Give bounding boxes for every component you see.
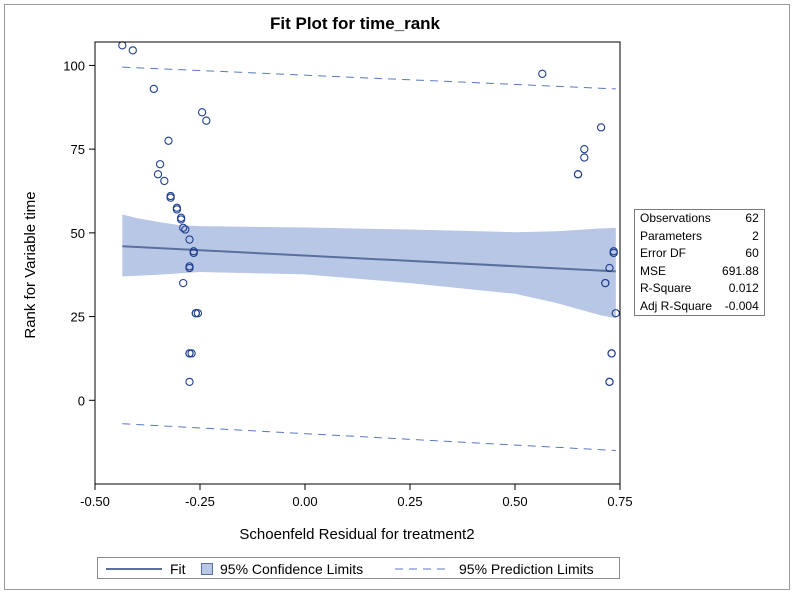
data-point: [176, 215, 186, 224]
data-point: [605, 377, 614, 387]
data-point: [607, 349, 616, 358]
stat-value: 2: [752, 228, 759, 243]
data-point: [185, 377, 194, 387]
data-point: [160, 176, 169, 186]
data-point: [202, 116, 211, 125]
chart-title: Fit Plot for time_rank: [269, 14, 441, 33]
data-point: [609, 248, 618, 258]
y-axis: 0 25 50 75 100: [63, 58, 95, 408]
data-point: [118, 41, 127, 50]
stat-row: Observations 62: [635, 210, 765, 228]
axes-frame: [94, 41, 621, 485]
stat-label: Parameters: [640, 228, 703, 243]
data-point: [185, 263, 194, 273]
data-point: [166, 191, 175, 201]
data-point: [166, 193, 175, 202]
confidence-swatch: [201, 563, 213, 575]
stat-label: Error DF: [640, 246, 686, 260]
x-tick-label: -0.25: [185, 494, 215, 509]
stat-label: Adj R-Square: [640, 298, 713, 313]
data-point: [149, 84, 158, 94]
x-tick-label: -0.50: [80, 494, 110, 509]
data-point: [153, 170, 163, 179]
data-point: [580, 145, 589, 154]
y-tick-label: 75: [71, 142, 85, 157]
data-point: [181, 225, 190, 234]
stat-row: Error DF 60: [635, 245, 765, 263]
stat-label: R-Square: [640, 281, 692, 295]
stat-row: Adj R-Square -0.004: [635, 298, 765, 316]
fit-line: [122, 245, 616, 273]
legend-prediction-label: 95% Prediction Limits: [459, 561, 594, 577]
x-axis: -0.50 -0.25 0.00 0.25 0.50 0.75: [80, 484, 633, 509]
data-point: [176, 213, 186, 222]
prediction-upper-line: [122, 66, 616, 90]
stat-label: Observations: [640, 211, 711, 225]
x-tick-label: 0.00: [292, 494, 317, 509]
stat-row: MSE 691.88: [635, 263, 765, 281]
fit-line-swatch: [106, 568, 162, 570]
data-point: [179, 223, 188, 232]
confidence-band: [122, 214, 616, 319]
x-tick-label: 0.75: [607, 494, 632, 509]
stat-value: 0.012: [728, 281, 759, 295]
x-tick-label: 0.50: [502, 494, 527, 509]
x-tick-label: 0.25: [397, 494, 422, 509]
data-point: [197, 108, 207, 117]
stat-row: R-Square 0.012: [635, 280, 765, 298]
data-point: [187, 349, 196, 358]
data-point: [191, 309, 200, 318]
data-point: [164, 136, 173, 145]
y-tick-label: 0: [78, 393, 85, 408]
stat-value: 691.88: [722, 263, 759, 278]
fit-statistics-table: Observations 62 Parameters 2 Error DF 60 MSE 69…: [634, 209, 765, 316]
prediction-line-swatch: [395, 568, 451, 570]
legend-confidence-label: 95% Confidence Limits: [220, 561, 364, 577]
bands-layer: [122, 66, 616, 452]
stat-value: 62: [745, 211, 759, 225]
data-point: [185, 235, 194, 244]
data-point: [601, 278, 610, 288]
stat-value: -0.004: [724, 298, 759, 313]
y-axis-label: Rank for Variable time: [22, 191, 39, 338]
data-point: [596, 123, 606, 132]
data-point: [605, 263, 614, 273]
legend: Fit 95% Confidence Limits 95% Prediction…: [97, 557, 620, 579]
legend-fit-label: Fit: [170, 561, 186, 577]
data-point: [155, 160, 165, 169]
data-point: [538, 69, 547, 78]
y-tick-label: 50: [71, 226, 85, 241]
y-tick-label: 100: [63, 58, 85, 73]
prediction-lower-line: [122, 423, 616, 452]
stat-row: Parameters 2: [635, 228, 765, 246]
data-point: [172, 205, 182, 214]
legend-item-prediction: 95% Prediction Limits: [395, 560, 594, 578]
data-point: [573, 170, 583, 179]
data-point: [185, 349, 194, 358]
points-layer: [118, 41, 620, 387]
data-point: [611, 309, 620, 318]
x-axis-label: Schoenfeld Residual for treatment2: [239, 526, 474, 543]
legend-item-confidence: 95% Confidence Limits: [201, 560, 363, 578]
stat-value: 60: [745, 246, 759, 260]
stat-label: MSE: [640, 263, 667, 278]
data-point: [128, 46, 137, 55]
data-point: [172, 203, 182, 212]
data-point: [193, 309, 203, 318]
data-point: [179, 278, 188, 288]
data-point: [189, 248, 198, 258]
data-point: [580, 153, 589, 162]
y-tick-label: 25: [71, 310, 85, 325]
figure-frame: [4, 4, 790, 590]
legend-item-fit: Fit: [106, 560, 186, 578]
